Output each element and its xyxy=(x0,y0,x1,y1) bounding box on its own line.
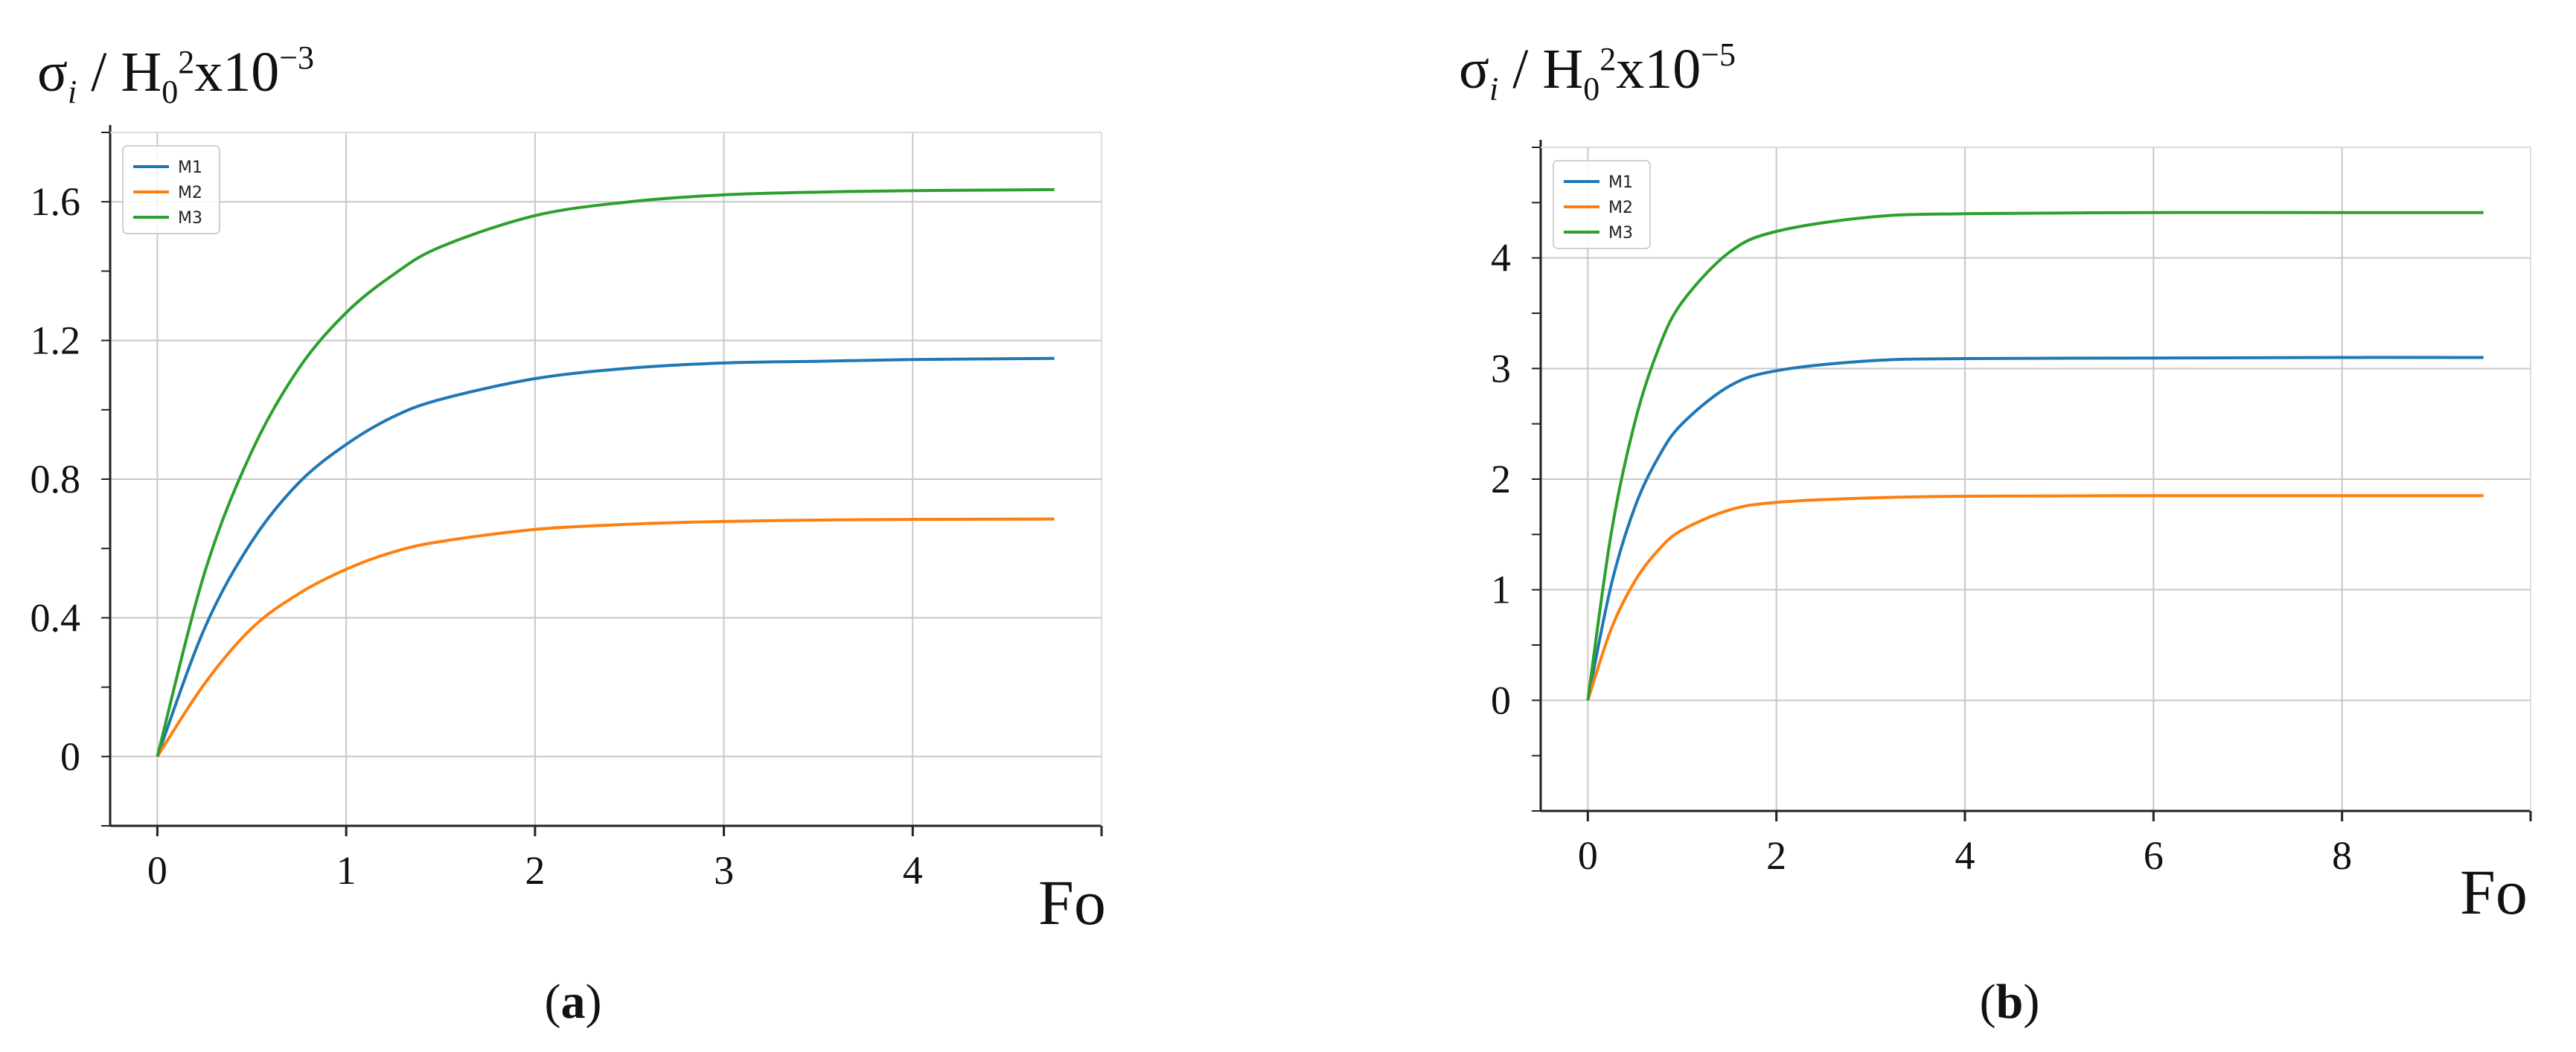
y-title-exponent: −5 xyxy=(1701,36,1736,73)
y-axis-title: σi / H02x10−3 xyxy=(37,39,314,110)
x-tick-label: 4 xyxy=(1955,833,1975,878)
y-title-exponent: −3 xyxy=(279,39,314,76)
y-tick-label: 1.6 xyxy=(31,179,81,224)
series-line-m1 xyxy=(1586,356,2484,701)
legend-label-m1: M1 xyxy=(1608,173,1633,192)
y-tick-label: 3 xyxy=(1491,346,1511,391)
y-tick-label: 0 xyxy=(1491,678,1511,722)
legend: M1 M2 M3 xyxy=(1553,160,1651,249)
y-title-over-h: / H xyxy=(1498,38,1583,100)
caption-open-paren: ( xyxy=(545,975,561,1029)
series-line-m1 xyxy=(156,356,1055,757)
series-line-m3 xyxy=(1586,211,2484,701)
legend: M1 M2 M3 xyxy=(122,145,220,234)
x-tick-label: 2 xyxy=(1766,833,1786,878)
panel-caption: (a) xyxy=(545,975,602,1029)
y-tick-label: 0.4 xyxy=(31,595,81,640)
caption-open-paren: ( xyxy=(1980,975,1996,1029)
y-title-sigma: σ xyxy=(1459,38,1489,100)
legend-label-m1: M1 xyxy=(178,158,202,177)
legend-label-m3: M3 xyxy=(1608,224,1633,243)
caption-letter: b xyxy=(1996,975,2024,1029)
y-title-sub-i: i xyxy=(68,74,77,110)
panel-caption: (b) xyxy=(1980,975,2040,1029)
y-tick-label: 1 xyxy=(1491,568,1511,612)
x-tick-label: 0 xyxy=(1578,833,1598,878)
y-axis-title: σi / H02x10−5 xyxy=(1459,36,1736,107)
y-title-mult: x10 xyxy=(194,41,279,103)
x-tick-label: 3 xyxy=(714,848,734,893)
series-line-m3 xyxy=(156,187,1055,757)
y-title-sigma: σ xyxy=(37,41,68,103)
legend-label-m3: M3 xyxy=(178,209,202,228)
series-line-m2 xyxy=(156,517,1055,757)
x-tick-label: 4 xyxy=(903,848,923,893)
caption-close-paren: ) xyxy=(586,975,602,1029)
x-tick-label: 6 xyxy=(2144,833,2164,878)
y-title-mult: x10 xyxy=(1616,38,1701,100)
y-title-sup-2: 2 xyxy=(178,44,194,80)
y-title-sub-0: 0 xyxy=(162,74,178,110)
y-tick-label: 2 xyxy=(1491,457,1511,501)
x-tick-label: 2 xyxy=(525,848,545,893)
x-tick-label: 8 xyxy=(2332,833,2352,878)
x-axis-title: Fo xyxy=(2460,856,2528,928)
legend-label-m2: M2 xyxy=(1608,199,1633,217)
y-title-over-h: / H xyxy=(77,41,162,103)
y-title-sub-0: 0 xyxy=(1583,71,1599,107)
x-tick-label: 1 xyxy=(336,848,357,893)
legend-box xyxy=(122,145,220,234)
caption-letter: a xyxy=(561,975,586,1029)
y-title-sub-i: i xyxy=(1489,71,1498,107)
caption-close-paren: ) xyxy=(2023,975,2039,1029)
x-axis-title: Fo xyxy=(1038,867,1106,938)
y-tick-label: 0 xyxy=(60,734,80,779)
x-tick-label: 0 xyxy=(147,848,167,893)
legend-label-m2: M2 xyxy=(178,184,202,202)
y-tick-label: 0.8 xyxy=(31,457,81,501)
legend-box xyxy=(1553,160,1651,249)
y-tick-label: 4 xyxy=(1491,236,1511,280)
y-title-sup-2: 2 xyxy=(1599,41,1616,77)
y-tick-label: 1.2 xyxy=(31,318,81,363)
series-line-m2 xyxy=(1586,494,2484,701)
